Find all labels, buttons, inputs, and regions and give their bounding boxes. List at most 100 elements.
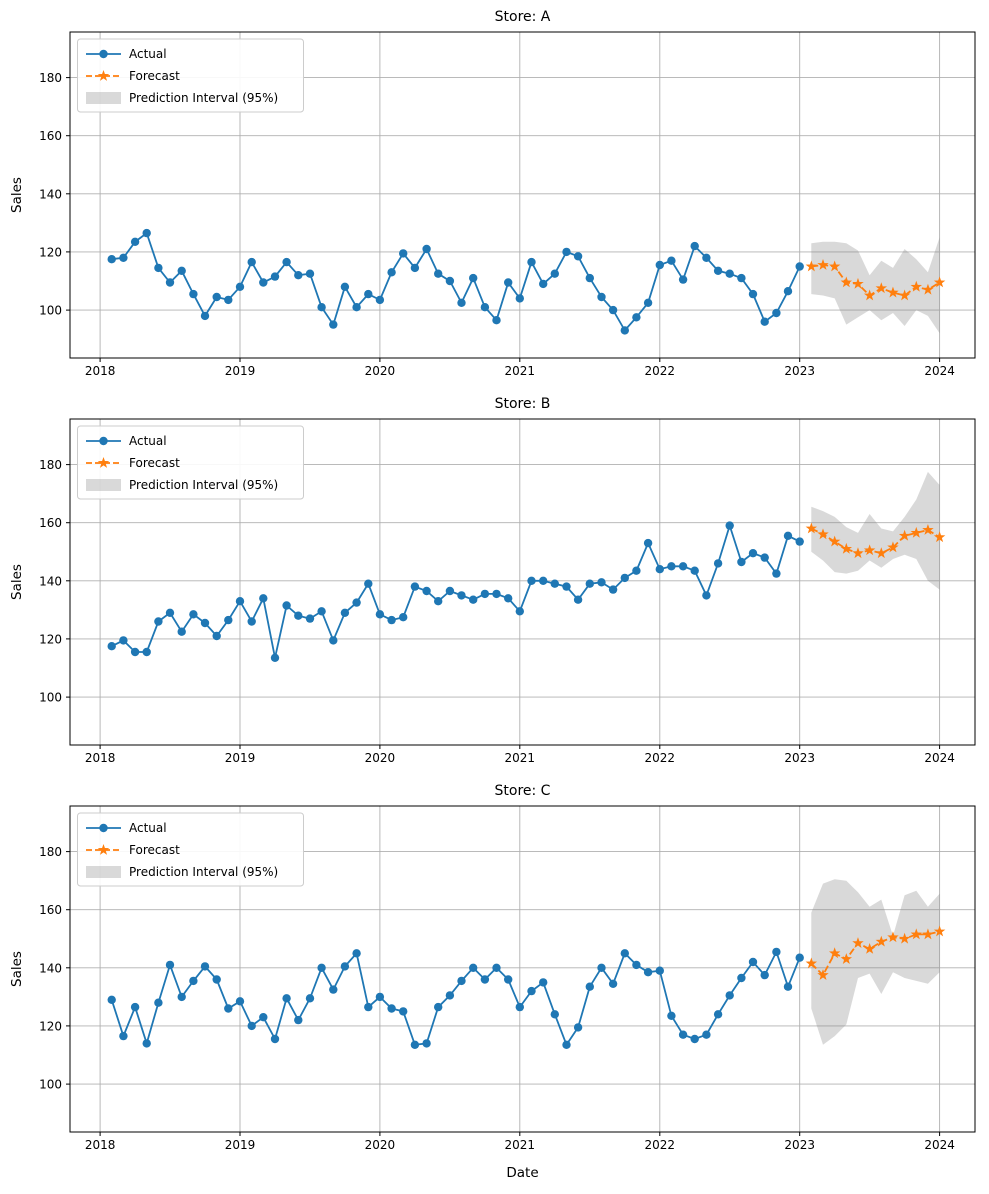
actual-point: [317, 607, 326, 616]
y-tick-label: 100: [39, 304, 62, 318]
actual-point: [573, 1023, 583, 1032]
legend: Actual Forecast Prediction Interval (95%): [77, 38, 304, 113]
forecast-point: [828, 947, 841, 959]
legend-actual-marker: [99, 436, 108, 446]
actual-point: [329, 320, 338, 329]
x-tick-label: 2021: [505, 1138, 536, 1152]
forecast-point: [933, 531, 946, 543]
legend-actual-label: Actual: [129, 821, 167, 835]
actual-point: [235, 597, 245, 606]
x-tick-label: 2021: [505, 364, 536, 378]
actual-point: [399, 249, 408, 258]
actual-point: [375, 295, 385, 305]
actual-point: [445, 586, 455, 596]
actual-point: [352, 949, 361, 958]
actual-point: [632, 566, 641, 575]
actual-point: [632, 960, 641, 970]
legend-box: [77, 425, 304, 500]
actual-point: [573, 252, 583, 261]
actual-point: [352, 598, 361, 607]
legend-actual-label: Actual: [129, 47, 167, 61]
actual-point: [643, 968, 653, 977]
actual-point: [573, 595, 583, 604]
actual-point: [340, 608, 350, 617]
y-tick-label: 120: [39, 632, 62, 646]
forecast-point: [863, 544, 876, 556]
x-tick-label: 2022: [645, 751, 676, 765]
actual-point: [469, 273, 478, 283]
legend-forecast-marker: [97, 457, 110, 468]
actual-point: [737, 557, 746, 567]
legend-forecast-marker: [97, 844, 110, 855]
forecast-point: [887, 541, 899, 553]
actual-point: [515, 607, 524, 616]
actual-point: [504, 278, 513, 287]
y-tick-label: 180: [39, 71, 62, 85]
actual-point: [643, 538, 653, 548]
actual-point: [294, 611, 303, 620]
actual-point: [189, 289, 198, 299]
forecast-point: [840, 542, 853, 554]
y-tick-label: 120: [39, 245, 62, 259]
actual-point: [200, 962, 210, 971]
forecast-point: [817, 969, 829, 980]
x-tick-label: 2019: [225, 751, 256, 765]
forecast-point: [875, 935, 888, 947]
actual-point: [539, 978, 548, 987]
actual-line: [110, 949, 801, 1047]
panel-title: Store: C: [495, 783, 551, 799]
forecast-point: [840, 276, 853, 288]
actual-point: [655, 966, 664, 975]
actual-point: [130, 647, 140, 657]
y-tick-label: 160: [39, 516, 62, 530]
actual-point: [597, 578, 606, 587]
actual-point: [119, 636, 128, 645]
actual-point: [410, 1040, 420, 1050]
legend-band-patch: [86, 479, 121, 491]
actual-point: [130, 237, 140, 246]
actual-point: [247, 617, 256, 626]
forecast-line: [810, 930, 940, 977]
actual-point: [270, 1034, 280, 1044]
actual-point: [562, 247, 571, 257]
x-axis: 2018 2019 2020 2021 2022 2023 2024: [85, 745, 955, 765]
actual-point: [527, 576, 536, 585]
y-tick-label: 180: [39, 845, 62, 859]
actual-point: [259, 594, 268, 603]
actual-point: [772, 569, 781, 578]
x-tick-label: 2024: [924, 364, 955, 378]
actual-point: [457, 298, 466, 307]
actual-point: [445, 276, 455, 286]
actual-point: [410, 263, 420, 273]
legend: Actual Forecast Prediction Interval (95%): [77, 425, 304, 500]
actual-point: [294, 271, 303, 280]
x-axis: 2018 2019 2020 2021 2022 2023 2024: [85, 358, 955, 378]
actual-point: [305, 994, 315, 1003]
actual-point: [177, 992, 186, 1002]
forecast-point: [863, 289, 876, 301]
actual-point: [165, 278, 175, 287]
actual-point: [119, 1031, 128, 1041]
legend-forecast-marker: [97, 70, 110, 81]
y-tick-label: 140: [39, 961, 62, 975]
actual-point: [445, 991, 455, 1000]
actual-point: [690, 1034, 699, 1044]
actual-point: [480, 303, 490, 312]
actual-point: [783, 982, 793, 991]
actual-point: [748, 957, 758, 967]
panel-store-b: 2018 2019 2020 2021 2022 2023 2024 100 120 140 160…: [9, 396, 976, 765]
actual-point: [597, 963, 606, 972]
actual-point: [434, 597, 443, 606]
actual-point: [154, 617, 163, 626]
actual-point: [282, 994, 291, 1003]
legend-actual-label: Actual: [129, 434, 167, 448]
actual-point: [200, 311, 210, 321]
forecast-point: [933, 925, 946, 937]
actual-point: [667, 562, 676, 571]
actual-point: [434, 1002, 443, 1012]
actual-point: [457, 976, 466, 986]
actual-point: [247, 257, 256, 267]
x-tick-label: 2022: [645, 1138, 676, 1152]
x-tick-label: 2023: [784, 751, 815, 765]
